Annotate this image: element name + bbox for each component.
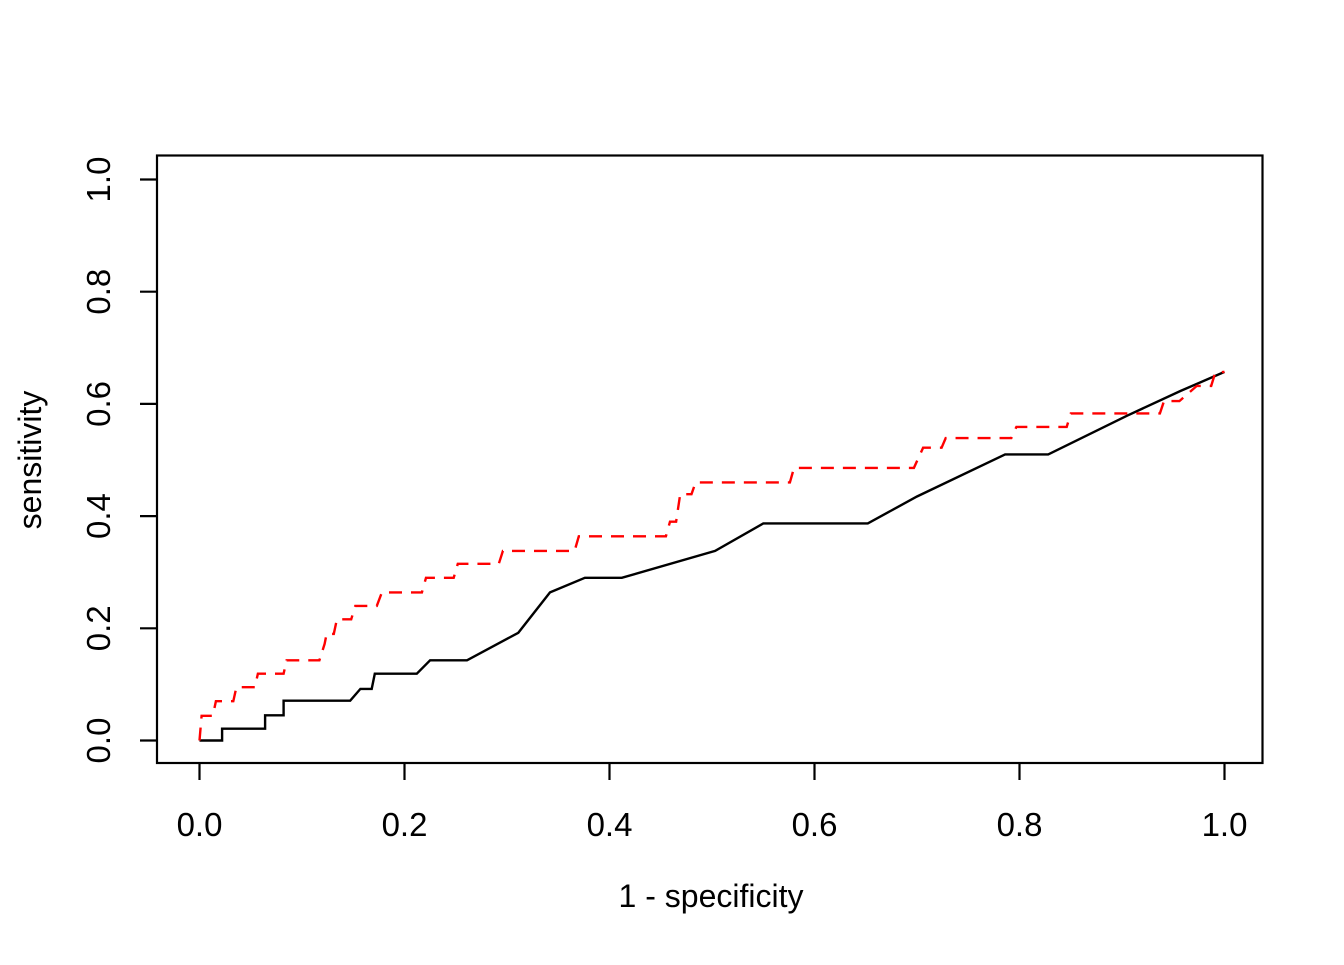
chart-dynamic-layer: 0.0 0.2 0.4 0.6 0.8 1.0 0.0 0.2 0.4 0.6 0.8 1.0: [80, 154, 1264, 843]
y-axis-tick-label: 0.4: [80, 493, 117, 539]
x-axis-title: 1 - specificity: [619, 878, 804, 914]
y-axis-tick-label: 0.0: [80, 718, 117, 764]
y-axis-tick-label: 0.6: [80, 381, 117, 427]
x-axis-tick-label: 0.8: [997, 806, 1043, 843]
plot-box: [155, 154, 1264, 765]
x-axis-tick-label: 0.0: [177, 806, 223, 843]
y-axis-tick-label: 1.0: [80, 157, 117, 203]
roc-curve-black-solid: [199, 370, 1225, 742]
roc-curve-red-dashed: [198, 370, 1225, 741]
x-axis-tick-label: 0.4: [587, 806, 633, 843]
y-axis-tick-label: 0.8: [80, 269, 117, 315]
x-axis-tick-label: 0.2: [382, 806, 428, 843]
y-axis-tick-label: 0.2: [80, 605, 117, 651]
x-axis-tick-label: 0.6: [792, 806, 838, 843]
y-axis-title: sensitivity: [12, 391, 48, 530]
x-axis-tick-label: 1.0: [1202, 806, 1248, 843]
